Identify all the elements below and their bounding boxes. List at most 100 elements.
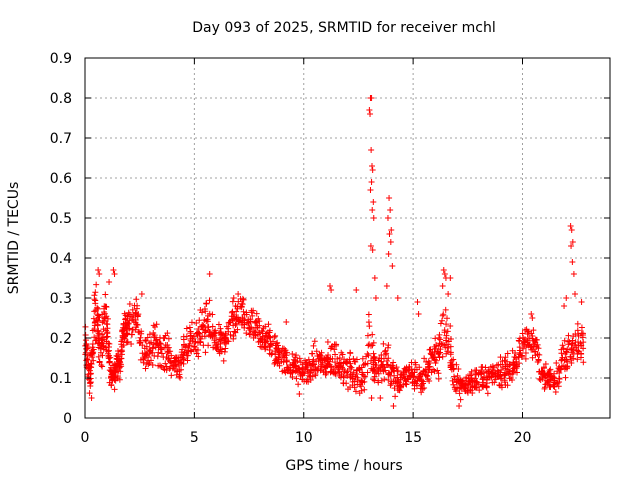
data-point — [569, 259, 576, 265]
data-point — [371, 353, 378, 360]
data-point — [128, 341, 135, 348]
data-point — [139, 342, 146, 349]
data-point — [205, 312, 212, 319]
data-point — [369, 207, 376, 213]
data-point — [381, 376, 388, 383]
data-point — [358, 364, 365, 371]
data-point — [418, 389, 425, 396]
data-point — [569, 239, 576, 245]
data-point — [350, 355, 357, 362]
data-point — [93, 281, 100, 288]
grid-lines — [85, 58, 610, 418]
data-point — [142, 337, 149, 344]
data-point — [502, 381, 509, 388]
data-point — [435, 370, 442, 377]
data-point — [370, 215, 377, 221]
data-point — [149, 362, 156, 369]
data-point — [202, 328, 209, 335]
data-point — [423, 372, 430, 379]
data-point — [279, 353, 286, 360]
data-point — [318, 361, 325, 368]
data-point — [274, 342, 281, 349]
data-point — [298, 366, 305, 373]
data-point — [578, 330, 585, 337]
data-point — [95, 314, 102, 321]
data-point — [482, 364, 489, 371]
data-point — [167, 348, 174, 355]
data-point — [276, 348, 283, 355]
data-point — [526, 335, 533, 342]
data-point — [117, 368, 124, 375]
data-point — [368, 342, 375, 349]
data-point — [451, 373, 458, 380]
data-point — [275, 356, 282, 363]
data-point — [186, 324, 193, 331]
data-point — [187, 347, 194, 354]
data-point — [103, 334, 110, 341]
data-point — [362, 373, 369, 380]
data-point — [358, 377, 365, 384]
data-point — [106, 359, 113, 366]
data-point — [509, 370, 516, 377]
data-point — [386, 195, 393, 201]
data-point — [387, 382, 394, 389]
data-point — [184, 357, 191, 364]
data-point — [440, 311, 447, 318]
data-point — [239, 301, 246, 308]
data-point — [388, 227, 395, 233]
data-point — [94, 321, 101, 328]
data-point — [359, 355, 366, 362]
data-point — [88, 364, 95, 371]
data-point — [529, 354, 536, 361]
data-point — [283, 352, 290, 359]
data-point — [193, 350, 200, 357]
data-point — [568, 243, 575, 249]
data-point — [450, 381, 457, 388]
data-point — [569, 337, 576, 344]
data-point — [467, 372, 474, 379]
data-point — [146, 340, 153, 347]
data-point — [280, 359, 287, 366]
data-point — [283, 358, 290, 365]
data-point — [324, 338, 331, 345]
data-point — [213, 335, 220, 342]
data-point — [468, 375, 475, 382]
data-point — [368, 179, 375, 185]
data-point — [447, 322, 454, 329]
data-point — [245, 319, 252, 326]
data-point — [310, 356, 317, 363]
x-tick-label: 5 — [190, 430, 199, 446]
data-point — [366, 323, 373, 330]
data-point — [334, 355, 341, 362]
data-point — [484, 377, 491, 384]
data-point — [206, 271, 213, 277]
data-point — [574, 356, 581, 363]
data-point — [221, 348, 228, 355]
data-point — [384, 357, 391, 364]
data-point — [318, 367, 325, 374]
data-point — [102, 291, 109, 298]
data-point — [514, 369, 521, 376]
data-point — [194, 346, 201, 353]
data-point — [230, 295, 237, 301]
data-point — [528, 330, 535, 337]
data-point — [438, 317, 445, 324]
data-point — [521, 338, 528, 345]
data-point — [292, 368, 299, 375]
data-point — [328, 368, 335, 375]
data-point — [292, 362, 299, 369]
data-point — [191, 343, 198, 350]
data-point — [98, 362, 105, 369]
data-point — [303, 363, 310, 370]
data-point — [367, 243, 374, 249]
data-point — [183, 325, 190, 332]
data-point — [168, 372, 175, 379]
data-point — [565, 338, 572, 345]
data-point — [317, 352, 324, 359]
data-point — [209, 311, 216, 318]
data-point — [248, 324, 255, 331]
data-point — [292, 357, 299, 364]
data-point — [361, 386, 368, 393]
data-point — [150, 330, 157, 337]
data-point — [110, 267, 117, 273]
